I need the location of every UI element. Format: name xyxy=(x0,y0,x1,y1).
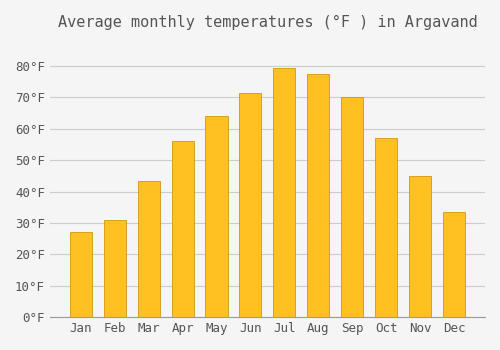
Bar xyxy=(240,93,262,317)
Bar xyxy=(342,97,363,317)
Bar xyxy=(138,181,160,317)
Bar xyxy=(206,116,228,317)
Title: Average monthly temperatures (°F ) in Argavand: Average monthly temperatures (°F ) in Ar… xyxy=(58,15,478,30)
Bar xyxy=(172,141,194,317)
Bar xyxy=(308,74,330,317)
Bar xyxy=(375,138,398,317)
Bar xyxy=(443,212,465,317)
Bar xyxy=(104,220,126,317)
Bar xyxy=(274,68,295,317)
Bar xyxy=(70,232,92,317)
Bar xyxy=(409,176,432,317)
